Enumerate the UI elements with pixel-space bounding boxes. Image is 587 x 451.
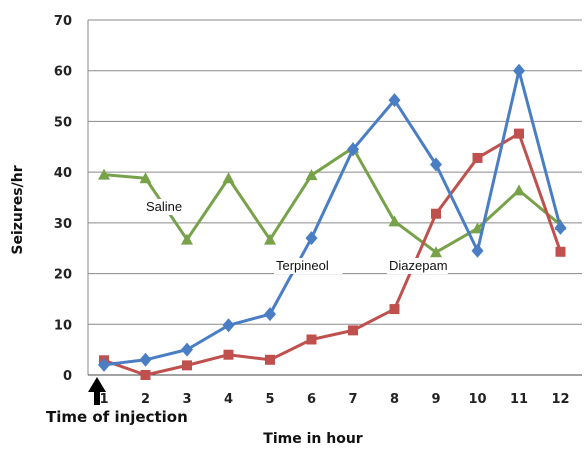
series-labels: Saline Terpineol Diazepam bbox=[144, 199, 448, 274]
data-point-terpineol bbox=[554, 220, 567, 235]
y-tick-label: 50 bbox=[54, 115, 72, 130]
data-point-terpineol bbox=[139, 352, 152, 367]
data-point-terpineol bbox=[181, 342, 193, 357]
data-point-terpineol bbox=[347, 142, 359, 157]
data-point-terpineol bbox=[98, 357, 110, 372]
x-tick-labels: 1 2 3 4 5 6 7 8 9 10 11 12 bbox=[99, 392, 569, 407]
x-tick-label: 8 bbox=[390, 392, 399, 407]
x-tick-label: 11 bbox=[510, 392, 528, 407]
x-tick-label: 5 bbox=[265, 392, 274, 407]
data-point-diazepam bbox=[555, 246, 566, 257]
series-label-terpineol: Terpineol bbox=[276, 258, 329, 273]
data-point-diazepam bbox=[265, 354, 275, 365]
series-layer bbox=[98, 63, 567, 380]
data-point-saline bbox=[513, 184, 525, 196]
x-tick-label: 3 bbox=[182, 392, 191, 407]
data-point-saline bbox=[388, 215, 401, 227]
data-point-saline bbox=[264, 233, 276, 245]
y-tick-label: 10 bbox=[54, 318, 72, 333]
data-point-saline bbox=[98, 168, 110, 180]
data-point-terpineol bbox=[513, 63, 525, 78]
y-tick-labels: 0 10 20 30 40 50 60 70 bbox=[54, 14, 72, 384]
data-point-diazepam bbox=[182, 360, 192, 371]
x-tick-label: 1 bbox=[99, 392, 108, 407]
data-point-diazepam bbox=[431, 208, 441, 219]
x-tick-label: 9 bbox=[431, 392, 440, 407]
data-point-terpineol bbox=[388, 93, 401, 108]
gridlines bbox=[87, 19, 582, 375]
x-tick-label: 10 bbox=[468, 392, 486, 407]
data-point-diazepam bbox=[514, 128, 524, 139]
series-line-diazepam bbox=[103, 132, 562, 377]
data-point-saline bbox=[430, 246, 442, 258]
data-point-saline bbox=[222, 172, 235, 184]
data-point-saline bbox=[139, 172, 152, 184]
x-tick-label: 2 bbox=[141, 392, 150, 407]
y-tick-label: 20 bbox=[54, 268, 72, 283]
data-point-saline bbox=[471, 222, 484, 234]
injection-arrow bbox=[88, 377, 106, 405]
data-point-terpineol bbox=[430, 157, 442, 172]
series-label-diazepam: Diazepam bbox=[389, 258, 448, 273]
series-line-terpineol bbox=[103, 69, 562, 367]
data-point-diazepam bbox=[472, 152, 483, 163]
data-point-diazepam bbox=[140, 370, 151, 380]
x-tick-label: 6 bbox=[307, 392, 316, 407]
data-point-terpineol bbox=[264, 307, 276, 322]
series-terpineol bbox=[98, 63, 567, 372]
y-tick-label: 0 bbox=[63, 369, 72, 384]
data-point-terpineol bbox=[471, 243, 484, 258]
x-tick-label: 4 bbox=[224, 392, 233, 407]
y-axis-title: Seizures/hr bbox=[10, 165, 26, 254]
data-point-diazepam bbox=[389, 304, 400, 315]
data-point-diazepam bbox=[348, 325, 358, 336]
x-tick-label: 12 bbox=[551, 392, 569, 407]
x-tick-label: 7 bbox=[348, 392, 357, 407]
y-tick-label: 60 bbox=[54, 65, 72, 80]
data-point-saline bbox=[181, 233, 193, 245]
data-point-terpineol bbox=[222, 318, 235, 333]
x-axis-title: Time in hour bbox=[263, 431, 362, 447]
y-tick-label: 30 bbox=[54, 217, 72, 232]
y-tick-label: 40 bbox=[54, 166, 72, 181]
injection-annotation: Time of injection bbox=[46, 408, 188, 426]
series-label-bg bbox=[387, 258, 448, 274]
data-point-terpineol bbox=[305, 231, 318, 246]
y-tick-label: 70 bbox=[54, 14, 72, 29]
data-point-diazepam bbox=[306, 334, 317, 345]
series-label-bg bbox=[274, 258, 343, 274]
data-point-saline bbox=[305, 169, 318, 181]
data-point-diazepam bbox=[223, 349, 234, 360]
series-label-bg bbox=[144, 199, 190, 215]
series-label-saline: Saline bbox=[146, 199, 182, 214]
